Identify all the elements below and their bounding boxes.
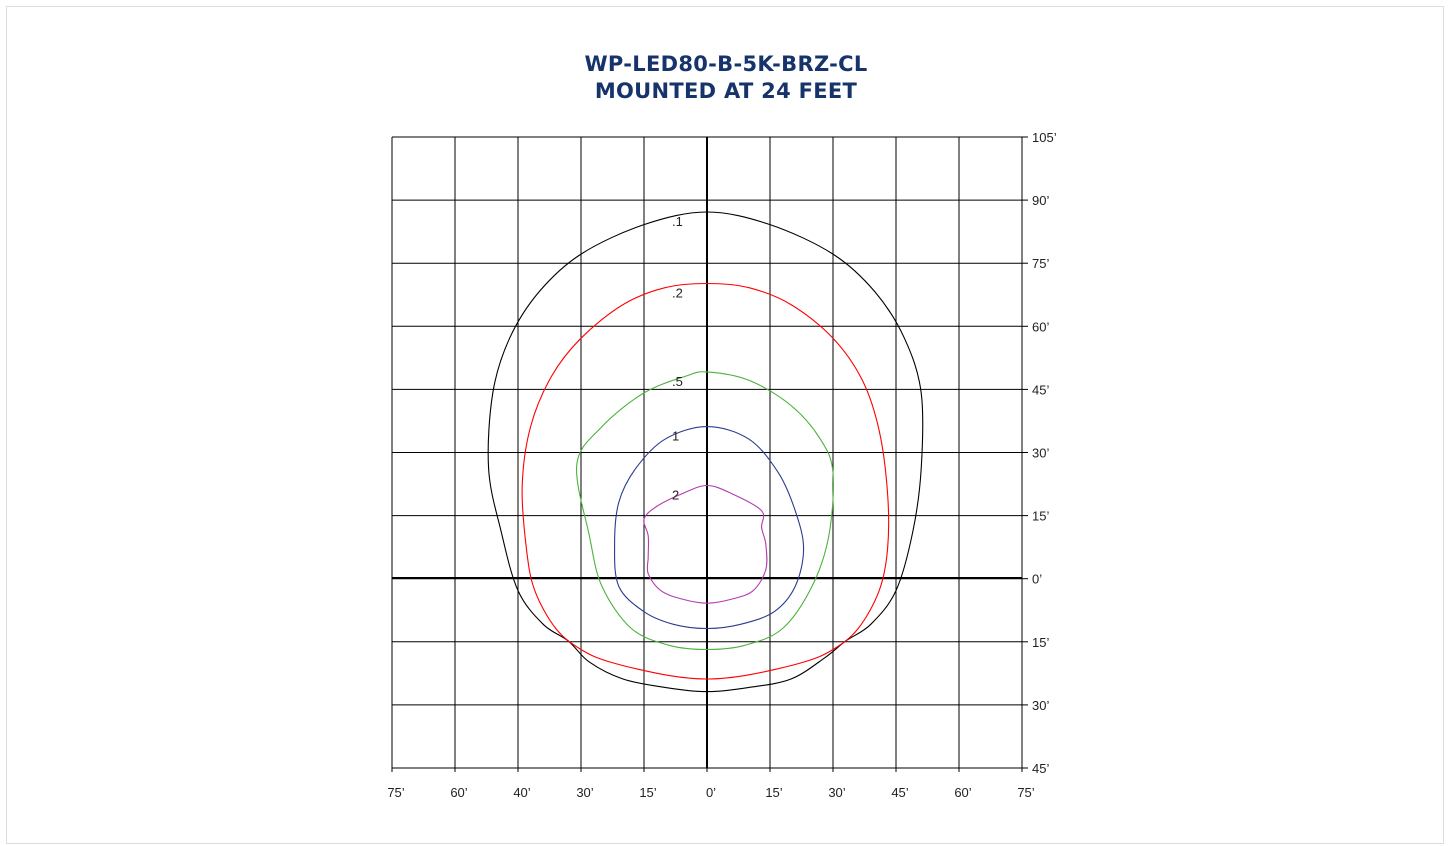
y-tick-label: 90’	[1032, 193, 1049, 208]
isoline-label: 2	[672, 487, 679, 502]
isoline-1	[521, 282, 890, 680]
isoline-label: .5	[672, 374, 683, 389]
chart-frame	[6, 6, 1444, 844]
isoline-0	[487, 211, 924, 693]
y-tick-label: 45’	[1032, 761, 1049, 776]
isoline-label: .1	[672, 214, 683, 229]
chart-subtitle: MOUNTED AT 24 FEET	[594, 79, 858, 103]
y-tick-label: 60’	[1032, 319, 1049, 334]
y-tick-label: 30’	[1032, 446, 1049, 461]
y-tick-label: 15’	[1032, 509, 1049, 524]
x-tick-label: 75’	[387, 785, 404, 800]
chart-title: WP-LED80-B-5K-BRZ-CL	[584, 52, 868, 76]
x-tick-label: 45’	[891, 785, 908, 800]
x-tick-label: 75’	[1017, 785, 1034, 800]
x-tick-label: 40’	[513, 785, 530, 800]
x-tick-label: 15’	[639, 785, 656, 800]
y-tick-label: 105’	[1032, 130, 1057, 145]
isoline-4	[643, 484, 768, 604]
isoline-label: 1	[672, 429, 679, 444]
isoline-3	[614, 426, 805, 630]
x-tick-label: 30’	[828, 785, 845, 800]
isoline-2	[575, 371, 834, 651]
x-tick-label: 0’	[706, 785, 716, 800]
x-tick-label: 30’	[576, 785, 593, 800]
x-tick-label: 15’	[765, 785, 782, 800]
y-tick-label: 15’	[1032, 635, 1049, 650]
y-tick-label: 0’	[1032, 572, 1042, 587]
x-tick-label: 60’	[450, 785, 467, 800]
y-tick-label: 75’	[1032, 256, 1049, 271]
isoline-label: .2	[672, 286, 683, 301]
x-tick-label: 60’	[954, 785, 971, 800]
y-tick-label: 30’	[1032, 698, 1049, 713]
y-tick-label: 45’	[1032, 382, 1049, 397]
